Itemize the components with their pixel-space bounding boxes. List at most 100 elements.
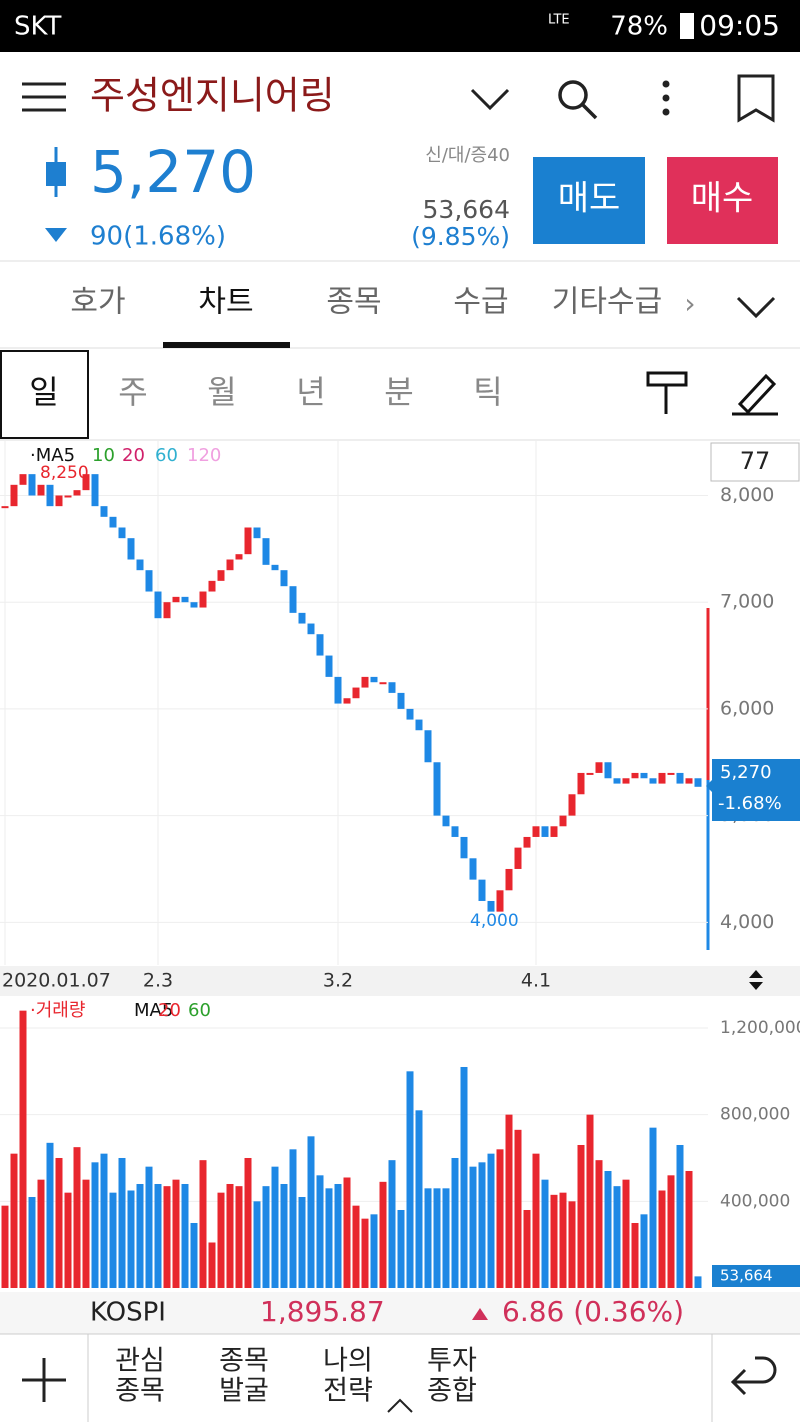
volume-bar <box>181 1183 189 1288</box>
tab-dropdown[interactable] <box>736 296 776 319</box>
volume-bar <box>505 1114 513 1288</box>
tab[interactable]: 종목 <box>326 285 381 320</box>
volume-bar <box>127 1190 135 1288</box>
status-bar <box>0 0 800 52</box>
nav-label[interactable]: 종합 <box>427 1376 477 1407</box>
index-value: 1,895.87 <box>260 1295 385 1328</box>
candle <box>334 676 342 704</box>
nav-label[interactable]: 관심 <box>115 1346 165 1377</box>
active-period <box>0 350 89 439</box>
candle <box>208 580 216 592</box>
volume-bar <box>253 1201 261 1288</box>
candle <box>82 474 90 491</box>
low-label: 4,000 <box>470 911 519 931</box>
bookmark[interactable] <box>737 74 775 123</box>
volume-bar <box>397 1209 405 1288</box>
volume-bar <box>388 1160 396 1288</box>
resize-handle[interactable] <box>749 970 763 990</box>
volume-bar <box>406 1071 414 1288</box>
volume-tag <box>712 1265 800 1287</box>
y-tick-label: 8,000 <box>720 484 774 506</box>
tab[interactable]: 수급 <box>453 285 508 320</box>
volume-bar <box>343 1177 351 1288</box>
volume-bar <box>154 1183 162 1288</box>
count-label[interactable]: 77 <box>740 447 771 475</box>
menu-button[interactable] <box>22 82 66 112</box>
draw-tool[interactable] <box>732 373 778 416</box>
nav-label[interactable]: 종목 <box>115 1376 165 1407</box>
candle <box>28 474 36 496</box>
tab[interactable]: 차트 <box>198 285 253 320</box>
nav-label[interactable]: 투자 <box>427 1346 477 1377</box>
volume-bar <box>559 1192 567 1288</box>
volume-bar <box>325 1188 333 1288</box>
stock-name[interactable]: 주성엔지니어링 <box>90 74 335 118</box>
count-box[interactable] <box>710 442 800 482</box>
volume-bar <box>172 1179 180 1288</box>
volume-bar <box>217 1192 225 1288</box>
volume-bar <box>568 1201 576 1288</box>
volume-bar <box>676 1144 684 1288</box>
candle <box>307 623 315 635</box>
sell-button[interactable] <box>533 157 645 244</box>
tab-scroll[interactable]: › <box>684 287 695 320</box>
volume-bar <box>424 1188 432 1288</box>
candle <box>676 772 684 784</box>
y-tick-label: 6,000 <box>720 697 774 719</box>
add-button[interactable] <box>22 1358 66 1402</box>
period[interactable]: 주 <box>118 373 147 411</box>
nav-label[interactable]: 나의 <box>323 1346 373 1377</box>
volume-bar <box>235 1186 243 1288</box>
time: 09:05 <box>699 9 780 42</box>
candle <box>388 682 396 693</box>
candle <box>415 719 423 731</box>
y-tick-label: 4,000 <box>720 911 774 933</box>
sell-label[interactable]: 매도 <box>558 179 621 219</box>
candle <box>568 794 576 816</box>
candle <box>145 570 153 592</box>
price-tag-label: 5,270 <box>720 762 772 783</box>
nav-label[interactable]: 종목 <box>219 1346 269 1377</box>
candle <box>1 506 9 509</box>
date-axis <box>0 966 800 996</box>
candle <box>298 612 306 624</box>
index-name: KOSPI <box>90 1298 166 1328</box>
legend-entry: 20 <box>158 1000 181 1021</box>
volume-bar <box>550 1194 558 1288</box>
indicator-tool[interactable] <box>646 371 688 414</box>
volume-ratio: (9.85%) <box>411 222 510 251</box>
buy-label[interactable]: 매수 <box>691 179 754 219</box>
nav-label[interactable]: 전략 <box>323 1376 373 1407</box>
x-tick-label: 3.2 <box>323 970 353 992</box>
volume-bar <box>91 1162 99 1288</box>
expand[interactable] <box>387 1398 413 1413</box>
candle <box>262 538 270 565</box>
search[interactable] <box>558 80 598 120</box>
dropdown[interactable] <box>470 88 510 111</box>
x-tick-label: 2020.01.07 <box>2 970 111 992</box>
volume-bar <box>541 1179 549 1288</box>
legend-entry: 10 <box>92 445 115 466</box>
volume-bar <box>73 1147 81 1288</box>
nav-label[interactable]: 발굴 <box>219 1376 269 1407</box>
period[interactable]: 분 <box>384 373 413 411</box>
back-button[interactable] <box>730 1356 777 1396</box>
period[interactable]: 년 <box>296 373 325 411</box>
candle <box>46 484 54 507</box>
candle <box>10 484 18 507</box>
volume-bar <box>379 1181 387 1288</box>
active-tab-underline <box>163 342 290 348</box>
candle <box>172 596 180 603</box>
period[interactable]: 틱 <box>473 373 502 411</box>
candle <box>244 527 252 555</box>
period[interactable]: 월 <box>207 373 236 411</box>
volume-bar <box>37 1179 45 1288</box>
x-tick-label: 2.3 <box>143 970 173 992</box>
more[interactable] <box>662 80 670 116</box>
candle <box>127 538 135 560</box>
buy-button[interactable] <box>667 157 778 244</box>
tab[interactable]: 기타수급 <box>552 285 662 320</box>
volume-bar <box>28 1196 36 1288</box>
tab[interactable]: 호가 <box>70 285 125 320</box>
period[interactable]: 일 <box>29 373 58 411</box>
